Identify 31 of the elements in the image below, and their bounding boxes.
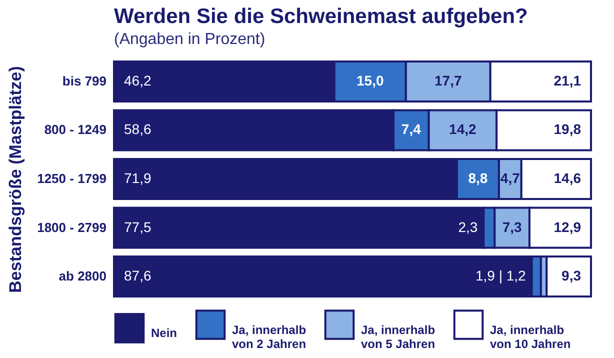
legend-label: Nein xyxy=(151,326,178,340)
data-label: 71,9 xyxy=(124,170,152,186)
data-label: 77,5 xyxy=(124,218,152,235)
y-tick-label: bis 799 xyxy=(62,73,106,88)
legend-label: Ja, innerhalb von 2 Jahren xyxy=(232,322,306,351)
data-label: 15,0 xyxy=(356,72,384,88)
y-tick-label: 800 - 1249 xyxy=(44,122,106,138)
legend-label: Ja, innerhalb von 10 Jahren xyxy=(490,322,571,351)
data-label: 87,6 xyxy=(124,268,152,284)
y-tick-label: ab 2800 xyxy=(58,268,106,284)
data-label: 9,3 xyxy=(562,268,582,284)
chart-title: Werden Sie die Schweinemast aufgeben? xyxy=(114,5,528,28)
data-label: 4,7 xyxy=(500,170,520,186)
data-label: 21,1 xyxy=(554,72,582,88)
chart-subtitle: (Angaben in Prozent) xyxy=(114,31,266,48)
data-label: 14,2 xyxy=(449,121,477,138)
data-label: 12,9 xyxy=(554,218,582,235)
data-label: 19,8 xyxy=(554,121,582,138)
y-tick-label: 1800 - 2799 xyxy=(37,220,106,235)
data-label: 14,6 xyxy=(554,170,582,186)
data-label: 17,7 xyxy=(434,72,462,88)
data-label: 7,3 xyxy=(502,218,522,235)
data-label: 7,4 xyxy=(401,121,422,138)
legend-label: Ja, innerhalb von 5 Jahren xyxy=(361,322,436,351)
y-tick-label: 1250 - 1799 xyxy=(37,171,106,186)
data-label: 58,6 xyxy=(124,121,152,138)
data-label: 46,2 xyxy=(124,72,152,88)
data-label: 8,8 xyxy=(468,170,488,186)
data-label: 2,3 xyxy=(458,218,478,235)
annotation: 1,9 | 1,2 xyxy=(476,268,526,284)
y-axis-title: Bestandsgröße (Mastplätze) xyxy=(6,66,26,293)
